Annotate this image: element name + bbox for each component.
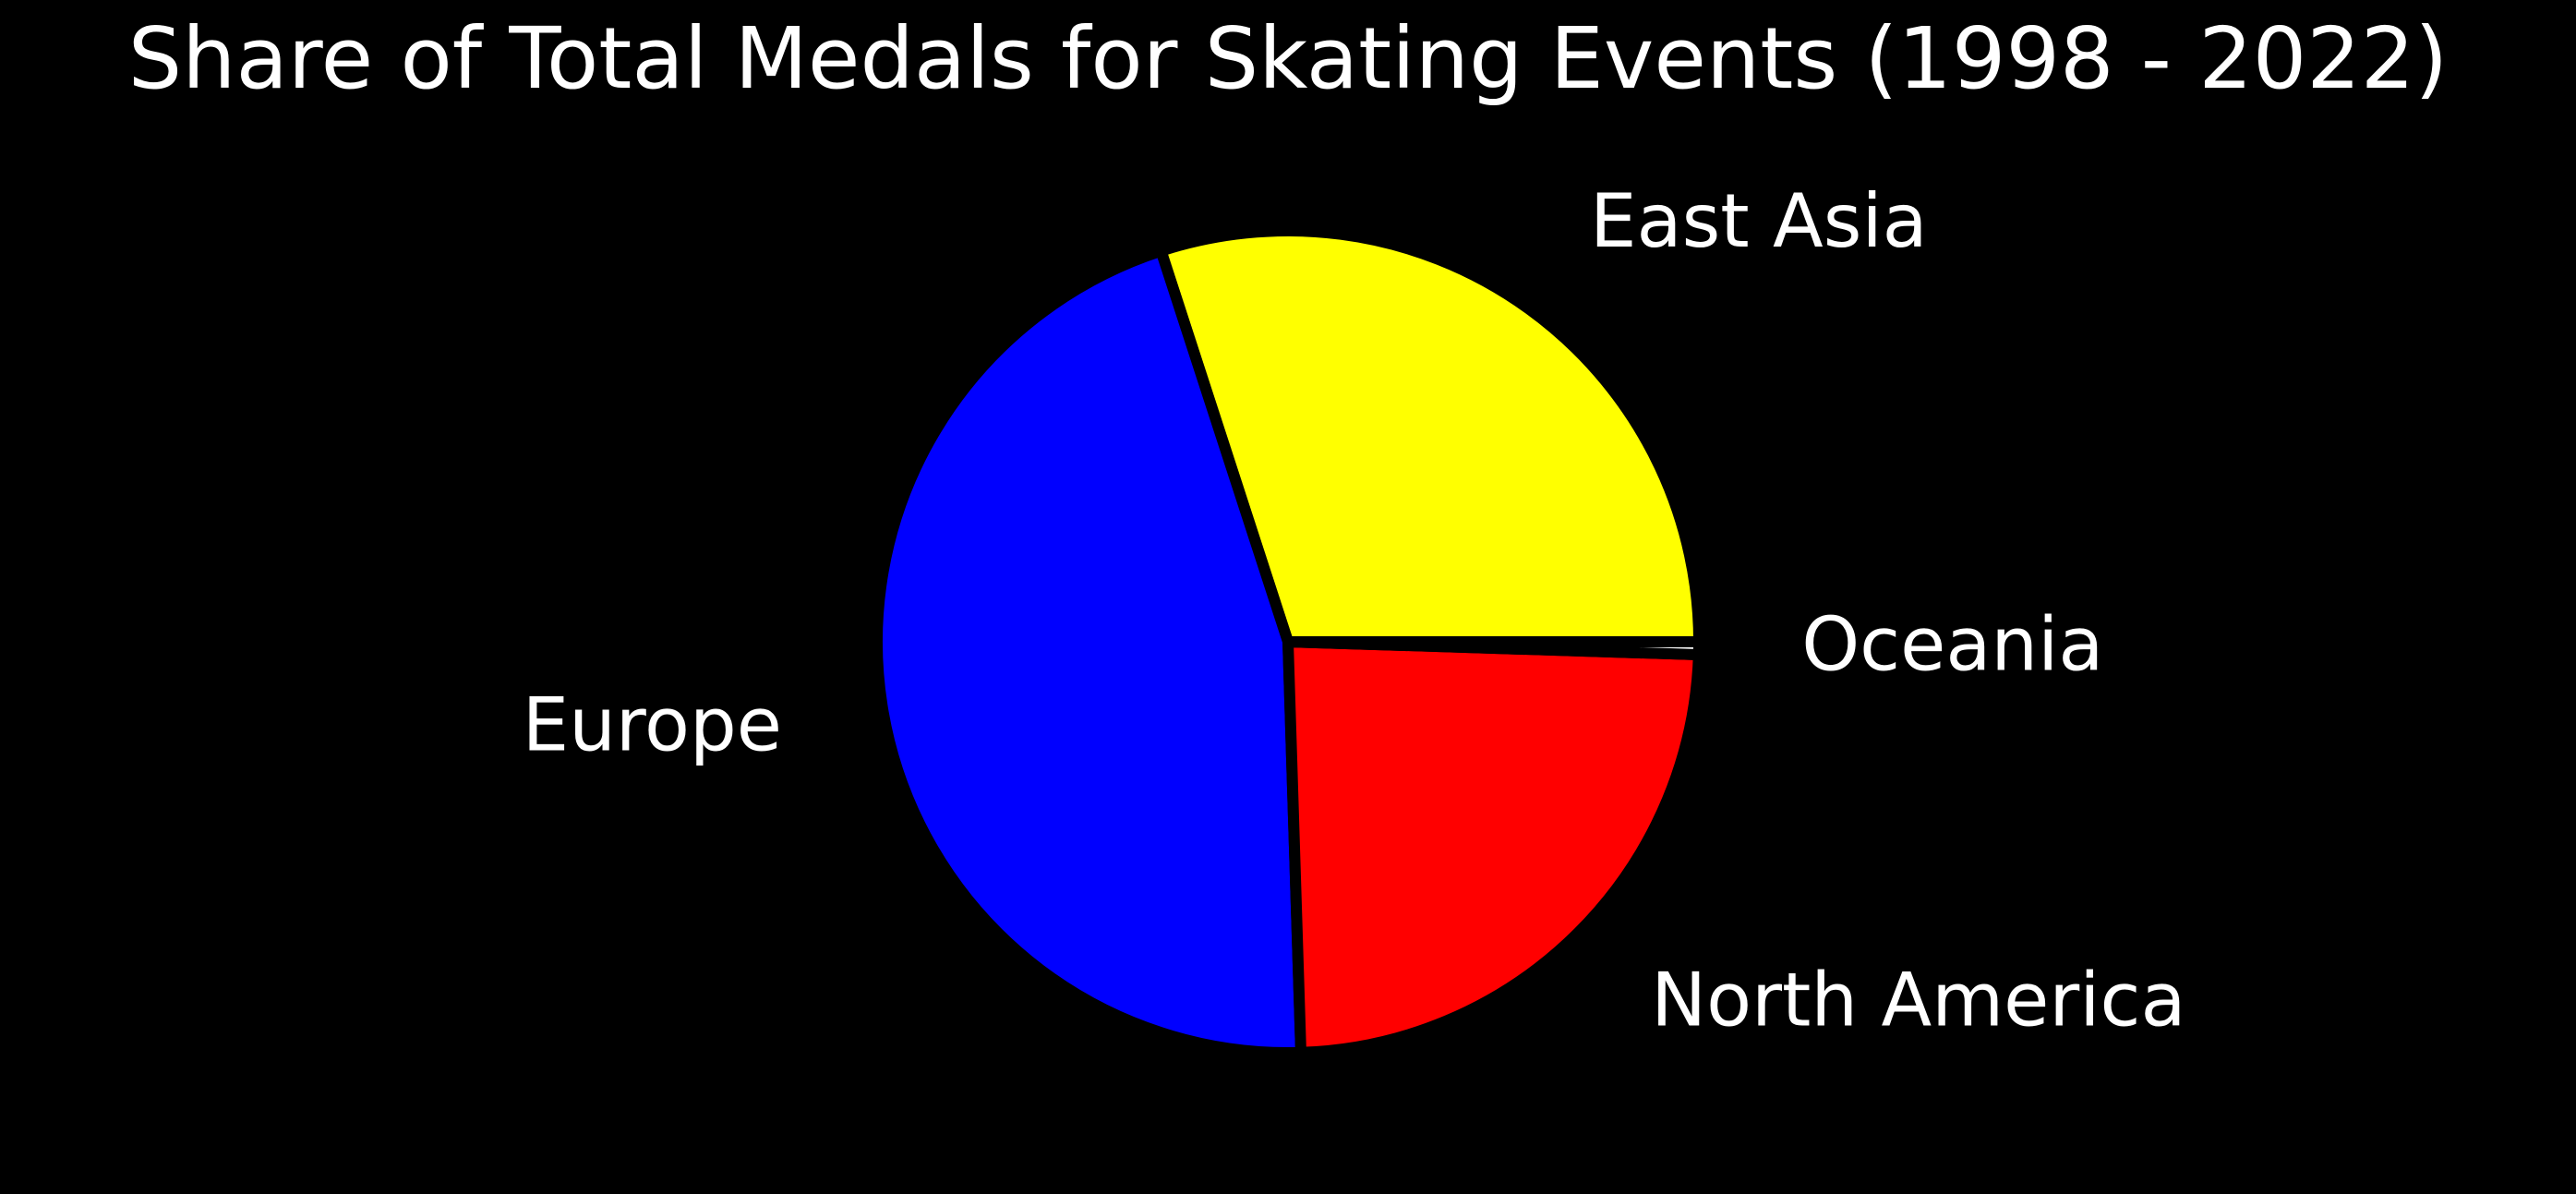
pie-slice-east-asia — [1155, 225, 1704, 647]
pie-slices — [872, 225, 1704, 1058]
chart-title: Share of Total Medals for Skating Events… — [128, 9, 2448, 108]
pie-slice-oceania — [1282, 636, 1704, 660]
pie-label-north-america: North America — [1651, 957, 2185, 1043]
pie-slice-north-america — [1282, 636, 1704, 1058]
pie-labels: East Asia Europe North America Oceania — [523, 178, 2186, 1043]
pie-label-oceania: Oceania — [1801, 602, 2103, 688]
pie-label-east-asia: East Asia — [1590, 178, 1928, 264]
pie-label-europe: Europe — [523, 682, 782, 768]
pie-slice-europe — [872, 245, 1306, 1058]
